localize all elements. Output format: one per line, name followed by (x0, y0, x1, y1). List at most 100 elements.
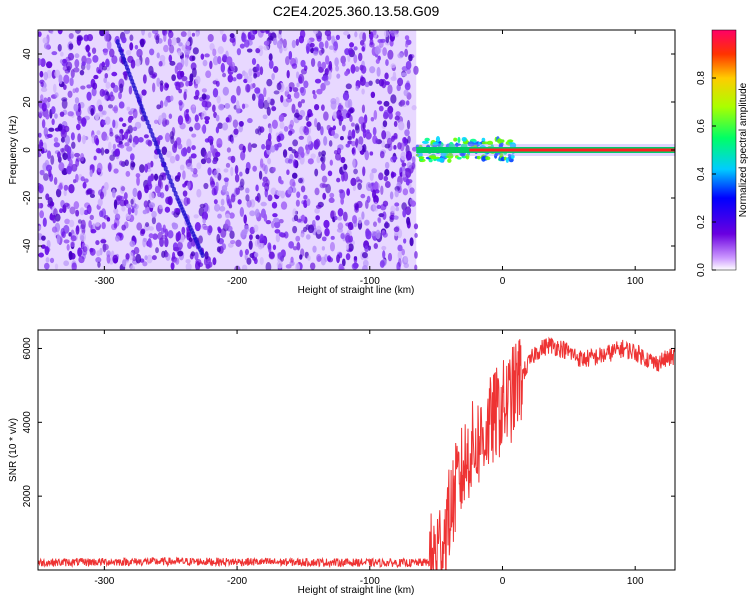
noise-blob (301, 99, 305, 104)
noise-blob (45, 113, 50, 120)
noise-blob (167, 230, 174, 239)
spec-ytick-label: -20 (22, 190, 33, 205)
noise-blob (259, 234, 265, 241)
noise-blob (334, 57, 339, 67)
noise-blob (210, 184, 215, 190)
noise-blob (412, 156, 416, 164)
noise-blob (186, 162, 193, 170)
noise-blob (171, 222, 179, 230)
noise-blob (143, 200, 149, 208)
noise-blob (331, 129, 336, 136)
noise-blob (260, 201, 267, 207)
noise-blob (387, 252, 393, 262)
noise-blob (191, 32, 196, 37)
noise-blob (63, 239, 70, 244)
noise-blob (142, 74, 147, 84)
noise-blob (230, 136, 235, 144)
noise-blob (393, 226, 400, 233)
noise-blob (161, 146, 168, 155)
carrier-blob (476, 155, 481, 160)
noise-blob (375, 137, 379, 145)
noise-blob (374, 46, 381, 55)
noise-blob (402, 188, 409, 196)
noise-blob (316, 122, 321, 131)
noise-blob (70, 241, 75, 248)
noise-blob (336, 73, 341, 79)
noise-blob (258, 93, 265, 104)
noise-blob (285, 86, 290, 92)
noise-blob (126, 146, 133, 152)
noise-blob (336, 147, 342, 155)
noise-blob (109, 48, 115, 58)
noise-blob (323, 80, 331, 86)
noise-blob (377, 100, 383, 105)
noise-blob (106, 254, 111, 264)
noise-blob (288, 124, 293, 130)
noise-blob (217, 213, 222, 219)
noise-blob (214, 203, 221, 212)
noise-blob (177, 50, 183, 56)
noise-blob (195, 89, 200, 97)
noise-blob (383, 109, 390, 119)
noise-blob (38, 58, 42, 66)
noise-blob (151, 73, 156, 79)
noise-blob (300, 68, 307, 75)
noise-blob (357, 143, 363, 152)
noise-blob (354, 66, 360, 72)
noise-blob (343, 163, 348, 170)
noise-blob (397, 250, 402, 261)
noise-blob (39, 139, 44, 150)
noise-blob (351, 147, 355, 155)
noise-blob (337, 222, 344, 230)
noise-blob (366, 195, 371, 203)
noise-blob (61, 97, 68, 102)
carrier-blob (447, 158, 452, 163)
snr-frame (37, 329, 676, 571)
noise-blob (397, 142, 402, 150)
noise-blob (300, 185, 306, 193)
noise-blob (297, 101, 302, 108)
noise-blob (60, 136, 66, 143)
noise-blob (316, 155, 321, 164)
noise-blob (158, 115, 163, 125)
noise-blob (168, 54, 173, 63)
noise-blob (173, 258, 178, 264)
noise-blob (202, 218, 207, 224)
noise-blob (45, 193, 50, 201)
colorbar-tick-label: 0.6 (696, 119, 707, 133)
noise-blob (313, 93, 317, 100)
noise-blob (288, 82, 295, 90)
noise-blob (113, 168, 119, 174)
noise-blob (336, 109, 342, 120)
noise-blob (193, 214, 199, 219)
noise-blob (66, 146, 72, 155)
noise-blob (183, 196, 189, 207)
noise-blob (401, 72, 408, 77)
noise-blob (320, 82, 326, 91)
noise-blob (182, 190, 188, 197)
noise-blob (335, 152, 342, 161)
noise-blob (97, 69, 102, 74)
noise-blob (43, 97, 48, 104)
noise-blob (159, 82, 164, 93)
noise-blob (298, 177, 303, 184)
noise-blob (71, 163, 78, 172)
noise-blob (295, 235, 301, 242)
noise-blob (93, 74, 99, 80)
noise-blob (296, 82, 300, 88)
noise-blob (372, 201, 379, 212)
spec-ytick-label: 20 (22, 96, 33, 108)
noise-blob (347, 98, 353, 109)
noise-blob (316, 88, 323, 95)
noise-blob (177, 143, 183, 150)
noise-blob (397, 52, 404, 59)
noise-blob (38, 225, 42, 230)
spectrogram-xlabel: Height of straight line (km) (298, 285, 415, 296)
noise-blob (146, 254, 153, 264)
noise-blob (147, 31, 152, 39)
noise-blob (329, 241, 335, 252)
noise-blob (393, 215, 399, 220)
noise-blob (348, 47, 354, 55)
noise-blob (125, 170, 131, 177)
noise-blob (353, 256, 358, 264)
